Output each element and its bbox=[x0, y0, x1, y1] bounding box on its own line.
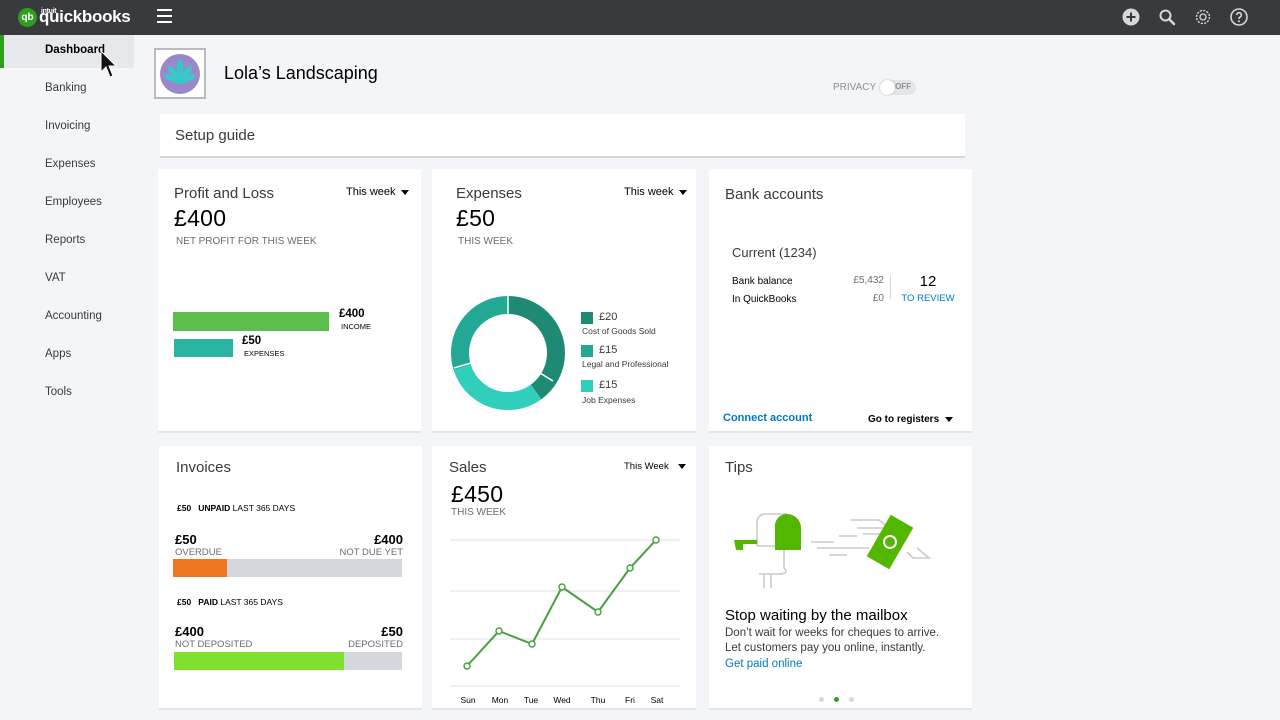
expenses-label: EXPENSES bbox=[244, 349, 285, 358]
period-dropdown[interactable]: This week bbox=[346, 186, 409, 198]
income-value: £400 bbox=[339, 308, 365, 320]
paid-bar[interactable] bbox=[174, 652, 402, 670]
card-title: Bank accounts bbox=[725, 186, 824, 203]
not-deposited-label: NOT DEPOSITED bbox=[175, 639, 253, 650]
tip-line-1: Don’t wait for weeks for cheques to arri… bbox=[725, 627, 940, 639]
expenses-card: Expenses This week £50 THIS WEEK £20 Cos… bbox=[432, 169, 696, 433]
sidebar-item-vat[interactable]: VAT bbox=[45, 272, 66, 284]
tips-card: Tips Stop waiting by the mailbox Don’t w… bbox=[709, 446, 972, 710]
account-name[interactable]: Current (1234) bbox=[732, 245, 817, 260]
not-deposited-segment[interactable] bbox=[174, 652, 344, 670]
mouse-cursor-icon bbox=[100, 50, 118, 78]
not-deposited-value: £400 bbox=[175, 624, 204, 639]
unpaid-bar[interactable] bbox=[173, 559, 402, 577]
privacy-label: PRIVACY bbox=[833, 82, 877, 93]
review-count[interactable]: 12 bbox=[919, 273, 937, 290]
sidebar-item-reports[interactable]: Reports bbox=[45, 234, 86, 246]
brand-name: quickbooks bbox=[39, 7, 131, 26]
plus-circle-icon[interactable] bbox=[1122, 8, 1140, 26]
caret-down-icon bbox=[678, 189, 687, 195]
sales-subtitle: THIS WEEK bbox=[451, 507, 507, 518]
caret-down-icon bbox=[677, 463, 686, 469]
expenses-amount: £50 bbox=[456, 205, 496, 231]
sidebar-item-apps[interactable]: Apps bbox=[45, 348, 72, 360]
setup-guide[interactable]: Setup guide bbox=[160, 114, 965, 158]
gear-icon[interactable] bbox=[1194, 8, 1212, 26]
sidebar-item-tools[interactable]: Tools bbox=[45, 386, 72, 398]
tips-pagination bbox=[819, 697, 854, 702]
sales-card: Sales This Week £450 THIS WEEK Sun Mon T… bbox=[432, 446, 696, 710]
deposited-value: £50 bbox=[381, 624, 403, 639]
lotus-logo-icon bbox=[160, 53, 200, 94]
expenses-bar[interactable] bbox=[174, 339, 233, 357]
card-title: Expenses bbox=[456, 185, 522, 202]
bank-accounts-card: Bank accounts Current (1234) Bank balanc… bbox=[709, 169, 972, 433]
deposited-label: DEPOSITED bbox=[348, 639, 403, 650]
page-dot-3[interactable] bbox=[849, 697, 854, 702]
card-title: Tips bbox=[725, 459, 753, 476]
caret-down-icon bbox=[945, 416, 954, 422]
mailbox-illustration-icon bbox=[734, 513, 932, 588]
card-title: Invoices bbox=[176, 459, 232, 476]
expenses-donut-chart[interactable] bbox=[450, 295, 566, 411]
connect-account-link[interactable]: Connect account bbox=[723, 412, 813, 424]
legend-swatch bbox=[581, 345, 593, 357]
sales-amount: £450 bbox=[451, 481, 504, 507]
overdue-label: OVERDUE bbox=[175, 547, 222, 558]
overdue-segment[interactable] bbox=[173, 559, 227, 577]
income-label: INCOME bbox=[341, 322, 371, 331]
unpaid-summary[interactable]: £50 UNPAID LAST 365 DAYS bbox=[177, 503, 296, 513]
card-title: Profit and Loss bbox=[174, 185, 275, 202]
sidebar-item-invoicing[interactable]: Invoicing bbox=[45, 120, 91, 132]
period-dropdown[interactable]: This week bbox=[624, 186, 687, 198]
card-title: Sales bbox=[449, 459, 487, 476]
company-name: Lola’s Landscaping bbox=[224, 63, 378, 83]
sidebar-item-banking[interactable]: Banking bbox=[45, 82, 87, 94]
divider bbox=[890, 275, 891, 299]
company-header: Lola’s Landscaping bbox=[154, 48, 378, 99]
to-review-link[interactable]: TO REVIEW bbox=[901, 293, 955, 304]
sales-line-chart[interactable] bbox=[432, 526, 696, 696]
sidebar-item-employees[interactable]: Employees bbox=[45, 196, 102, 208]
legend-swatch bbox=[581, 312, 593, 324]
sidebar-item-expenses[interactable]: Expenses bbox=[45, 158, 96, 170]
paid-summary[interactable]: £50 PAID LAST 365 DAYS bbox=[177, 597, 283, 607]
tip-headline: Stop waiting by the mailbox bbox=[725, 607, 908, 624]
not-due-value: £400 bbox=[374, 532, 403, 547]
income-bar[interactable] bbox=[173, 312, 329, 331]
caret-down-icon bbox=[400, 189, 409, 195]
legend-swatch bbox=[581, 380, 593, 392]
privacy-toggle[interactable]: OFF bbox=[880, 80, 917, 95]
company-logo[interactable] bbox=[154, 48, 206, 99]
top-bar: qb intuit quickbooks bbox=[0, 0, 1280, 35]
go-to-registers-dropdown[interactable]: Go to registers bbox=[868, 414, 954, 425]
privacy-control: PRIVACY OFF bbox=[833, 80, 917, 95]
expenses-value: £50 bbox=[242, 335, 262, 347]
in-quickbooks-balance: £0 bbox=[872, 293, 884, 304]
help-icon[interactable] bbox=[1230, 8, 1248, 26]
sidebar-nav: Dashboard Banking Invoicing Expenses Emp… bbox=[0, 35, 134, 720]
tip-line-2: Let customers pay you online, instantly. bbox=[725, 642, 926, 654]
period-dropdown[interactable]: This Week bbox=[624, 461, 686, 472]
bank-balance: £5,432 bbox=[853, 275, 884, 286]
page-dot-1[interactable] bbox=[819, 697, 824, 702]
search-icon[interactable] bbox=[1158, 8, 1176, 26]
net-profit-label: NET PROFIT FOR THIS WEEK bbox=[176, 236, 317, 247]
top-actions bbox=[1122, 8, 1248, 26]
profit-loss-card: Profit and Loss This week £400 NET PROFI… bbox=[158, 169, 421, 433]
not-due-label: NOT DUE YET bbox=[339, 547, 403, 558]
overdue-value: £50 bbox=[175, 532, 197, 547]
menu-toggle-icon[interactable] bbox=[157, 9, 172, 23]
quickbooks-logo[interactable]: qb intuit quickbooks bbox=[18, 6, 131, 28]
qb-badge-icon: qb bbox=[18, 7, 37, 27]
sidebar-item-accounting[interactable]: Accounting bbox=[45, 310, 102, 322]
invoices-card: Invoices £50 UNPAID LAST 365 DAYS £50 OV… bbox=[159, 446, 422, 710]
privacy-state: OFF bbox=[895, 82, 912, 91]
intuit-text: intuit bbox=[41, 8, 57, 15]
get-paid-online-link[interactable]: Get paid online bbox=[725, 658, 803, 670]
net-profit-amount: £400 bbox=[174, 205, 227, 231]
expenses-subtitle: THIS WEEK bbox=[458, 236, 514, 247]
page-dot-2[interactable] bbox=[834, 697, 839, 702]
